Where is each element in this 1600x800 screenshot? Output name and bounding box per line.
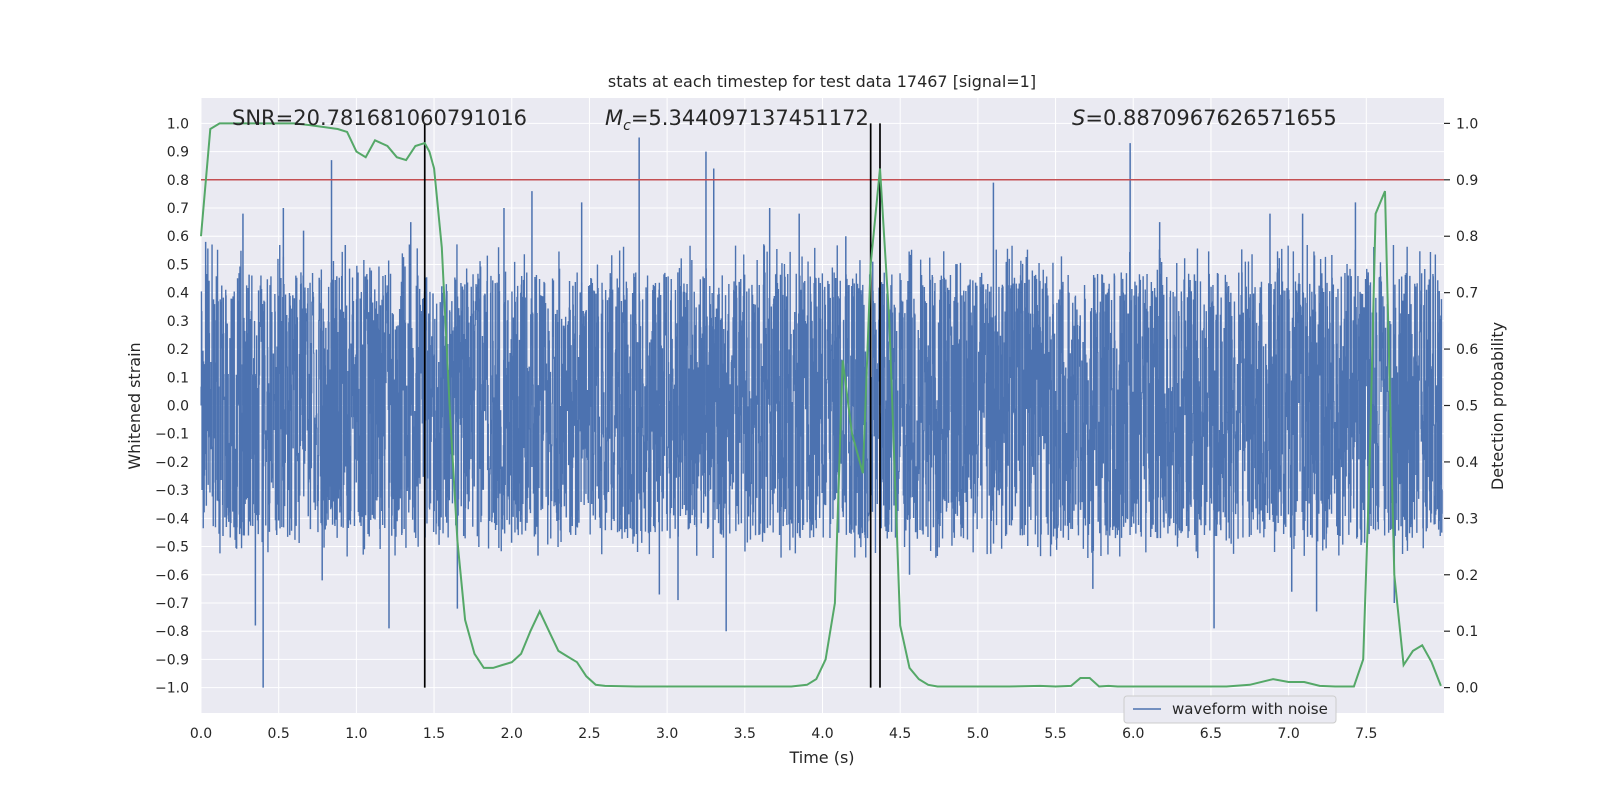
y-tick-label: −0.1 xyxy=(155,427,189,443)
y-tick-label: −0.2 xyxy=(155,455,189,471)
y2-tick-label: 0.2 xyxy=(1456,568,1478,584)
x-tick-label: 3.0 xyxy=(656,726,678,742)
x-tick-label: 2.0 xyxy=(501,726,523,742)
legend: waveform with noise xyxy=(1123,695,1337,724)
y-tick-label: 0.2 xyxy=(167,342,189,358)
x-tick-label: 1.0 xyxy=(345,726,367,742)
chirp-mass-annotation: Mc=5.344097137451172 xyxy=(605,106,869,134)
x-axis-ticks: 0.0 0.5 1.0 1.5 2.0 2.5 3.0 3.5 4.0 4.5 5.0 5.5 6.0 6… xyxy=(190,726,1378,742)
y2-tick-label: 1.0 xyxy=(1456,116,1478,132)
x-tick-label: 3.5 xyxy=(734,726,756,742)
x-tick-label: 6.0 xyxy=(1122,726,1144,742)
y2-tick-label: 0.8 xyxy=(1456,229,1478,245)
chirp-mass-subscript: c xyxy=(623,118,631,134)
y2-axis-ticks: 1.0 0.9 0.8 0.7 0.6 0.5 0.4 0.3 0.2 0.1 0.0 xyxy=(1444,116,1478,697)
y-tick-label: 0.1 xyxy=(167,370,189,386)
x-tick-label: 5.0 xyxy=(967,726,989,742)
y2-tick-label: 0.4 xyxy=(1456,455,1478,471)
y-tick-label: −0.9 xyxy=(155,652,189,668)
s-annotation: S=0.8870967626571655 xyxy=(1072,106,1337,130)
y-axis-ticks: 1.0 0.9 0.8 0.7 0.6 0.5 0.4 0.3 0.2 0.1 0.0 −0.1 −0.… xyxy=(155,116,189,696)
detection-probability-line xyxy=(200,122,1442,688)
s-value: =0.8870967626571655 xyxy=(1085,106,1336,130)
chirp-mass-value: =5.344097137451172 xyxy=(631,106,869,130)
vertical-markers xyxy=(423,123,881,688)
y-tick-label: 0.9 xyxy=(167,145,189,161)
y-tick-label: −0.7 xyxy=(155,596,189,612)
x-tick-label: 1.5 xyxy=(423,726,445,742)
x-tick-label: 7.5 xyxy=(1355,726,1377,742)
x-tick-label: 5.5 xyxy=(1044,726,1066,742)
x-tick-label: 2.5 xyxy=(578,726,600,742)
x-tick-label: 7.0 xyxy=(1277,726,1299,742)
y2-tick-label: 0.5 xyxy=(1456,399,1478,415)
y-tick-label: −0.6 xyxy=(155,568,189,584)
x-axis-label: Time (s) xyxy=(788,748,854,767)
y-tick-label: 0.6 xyxy=(167,229,189,245)
y2-tick-label: 0.0 xyxy=(1456,681,1478,697)
y-tick-label: −0.8 xyxy=(155,624,189,640)
y-tick-label: −0.3 xyxy=(155,483,189,499)
y2-axis-label: Detection probability xyxy=(1488,322,1507,490)
y2-tick-label: 0.6 xyxy=(1456,342,1478,358)
y-tick-label: −0.5 xyxy=(155,540,189,556)
x-tick-label: 4.0 xyxy=(811,726,833,742)
x-tick-label: 4.5 xyxy=(889,726,911,742)
y-tick-label: −1.0 xyxy=(155,681,189,697)
strain-line xyxy=(200,244,1443,559)
x-tick-label: 6.5 xyxy=(1200,726,1222,742)
y2-tick-label: 0.1 xyxy=(1456,624,1478,640)
y-tick-label: 0.8 xyxy=(167,173,189,189)
snr-annotation: SNR=20.781681060791016 xyxy=(232,106,527,130)
y-tick-label: 0.5 xyxy=(167,257,189,273)
y-axis-label: Whitened strain xyxy=(125,342,144,469)
y-tick-label: 0.7 xyxy=(167,201,189,217)
y-tick-label: 0.0 xyxy=(167,399,189,415)
y2-tick-label: 0.9 xyxy=(1456,173,1478,189)
s-symbol: S xyxy=(1072,106,1085,130)
y2-tick-label: 0.7 xyxy=(1456,286,1478,302)
x-tick-label: 0.5 xyxy=(268,726,290,742)
y-tick-label: −0.4 xyxy=(155,511,189,527)
x-tick-label: 0.0 xyxy=(190,726,212,742)
chart-title: stats at each timestep for test data 174… xyxy=(608,72,1036,91)
legend-label: waveform with noise xyxy=(1172,700,1328,718)
chirp-mass-symbol: M xyxy=(605,106,623,130)
legend-box xyxy=(1123,695,1337,724)
y-tick-label: 1.0 xyxy=(167,116,189,132)
y-tick-label: 0.3 xyxy=(167,314,189,330)
y2-tick-label: 0.3 xyxy=(1456,511,1478,527)
y-tick-label: 0.4 xyxy=(167,286,189,302)
